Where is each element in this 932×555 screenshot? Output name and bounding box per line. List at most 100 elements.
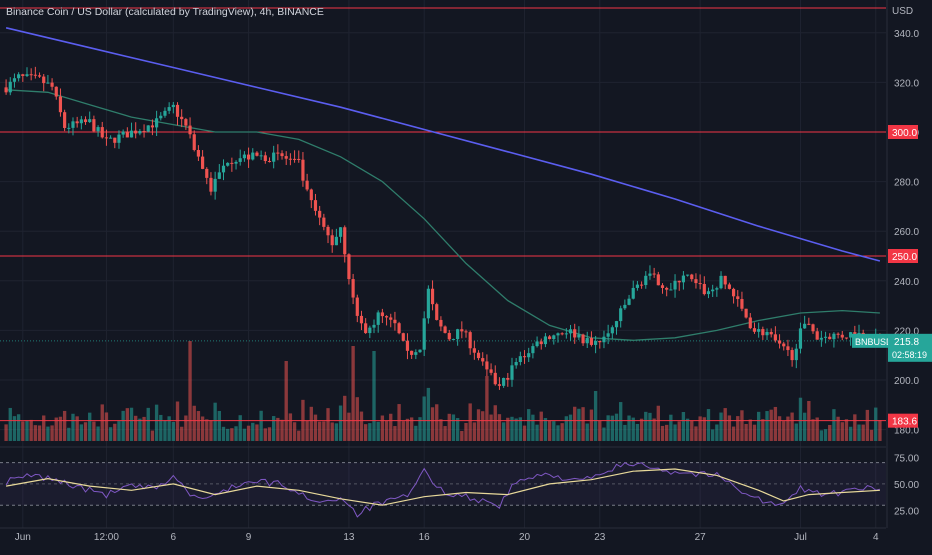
candle-body-147: [619, 308, 623, 322]
volume-bar-95: [401, 421, 405, 441]
volume-bar-203: [853, 414, 857, 441]
candle-body-110: [464, 331, 468, 333]
candle-body-46: [196, 149, 201, 157]
candle-body-70: [297, 158, 301, 160]
candle-body-77: [326, 226, 330, 236]
candle-body-103: [435, 304, 439, 320]
candle-body-155: [652, 273, 656, 275]
axes: USD 340.0 320.0 300.0 280.0 260.0 240.0 220.0 20…: [15, 0, 919, 543]
candle-body-1: [8, 81, 12, 93]
volume-bar-73: [309, 406, 313, 441]
volume-bar-67: [284, 361, 288, 441]
volume-bar-85: [359, 411, 364, 441]
volume-bar-61: [259, 410, 263, 441]
candle-body-161: [677, 280, 681, 283]
volume-bar-180: [756, 411, 761, 441]
candle-body-79: [334, 236, 338, 246]
candle-body-140: [589, 338, 594, 345]
volume-bar-78: [330, 422, 334, 441]
candle-body-56: [238, 158, 242, 162]
volume-bar-101: [426, 387, 431, 441]
volume-bar-22: [96, 426, 100, 441]
candle-body-51: [217, 172, 221, 179]
candle-body-8: [37, 75, 42, 77]
candle-body-109: [460, 329, 464, 332]
volume-bar-14: [62, 410, 67, 441]
volume-bar-164: [690, 420, 694, 441]
candle-body-162: [681, 275, 685, 283]
volume-bar-68: [288, 413, 293, 441]
candle-body-0: [4, 87, 8, 93]
candle-body-133: [560, 333, 564, 335]
candle-body-105: [443, 326, 447, 333]
level-label-bg-2: [888, 249, 918, 263]
volume-bar-185: [777, 416, 782, 441]
candle-body-201: [844, 337, 849, 339]
volume-bar-17: [75, 416, 79, 441]
candle-body-134: [564, 333, 568, 335]
volume-bar-177: [744, 423, 748, 441]
candle-body-156: [656, 274, 660, 286]
volume-bar-196: [823, 429, 828, 441]
volume-bar-197: [828, 424, 832, 441]
volume-bar-91: [384, 420, 389, 441]
volume-bar-107: [451, 414, 456, 441]
volume-bar-47: [200, 416, 205, 441]
volume-bar-32: [138, 418, 142, 441]
volume-bar-131: [552, 421, 556, 441]
candle-body-132: [556, 333, 560, 336]
candle-body-93: [393, 319, 397, 324]
volume-bar-125: [527, 409, 531, 441]
volume-bar-20: [88, 412, 92, 441]
volume-bar-158: [665, 424, 669, 441]
volume-bar-188: [790, 412, 794, 441]
volume-bar-182: [765, 411, 769, 441]
volume-bar-38: [163, 420, 167, 441]
volume-bar-144: [606, 415, 610, 441]
candle-body-44: [188, 125, 192, 135]
price-labels: 300.0 250.0 183.6 BNBUSD 215.8 02:58:19: [852, 125, 932, 428]
volume-bar-128: [539, 411, 543, 441]
volume-bar-103: [435, 404, 439, 441]
candle-body-153: [644, 275, 648, 286]
candle-body-160: [673, 280, 677, 290]
volume-bar-122: [514, 418, 518, 441]
volume-bar-43: [184, 415, 188, 441]
candle-body-159: [669, 289, 673, 291]
volume-bar-18: [79, 424, 84, 441]
candle-body-128: [539, 341, 543, 345]
volume-bar-80: [338, 405, 343, 441]
volume-bar-44: [188, 341, 192, 441]
volume-bar-118: [497, 414, 502, 441]
candle-body-12: [54, 86, 58, 97]
candle-body-71: [301, 159, 305, 181]
volume-bar-194: [815, 417, 819, 441]
volume-bar-35: [150, 430, 155, 441]
volume-bar-82: [347, 412, 351, 441]
volume-bar-148: [623, 424, 627, 441]
volume-bar-147: [619, 402, 623, 441]
candle-body-129: [543, 336, 548, 345]
candles: [4, 66, 882, 390]
candle-body-73: [309, 189, 313, 201]
candle-body-83: [351, 279, 355, 298]
volume-bar-140: [589, 409, 594, 441]
candle-body-53: [226, 162, 230, 166]
candle-body-78: [330, 235, 334, 246]
candle-body-72: [305, 180, 309, 190]
volume-bar-70: [297, 430, 301, 441]
volume-bar-153: [644, 411, 648, 441]
volume-bar-66: [280, 419, 284, 441]
volume-bar-146: [614, 413, 619, 441]
candle-body-173: [727, 284, 731, 289]
candle-body-137: [577, 334, 581, 338]
volume-bar-129: [543, 418, 548, 441]
volume-bar-163: [685, 418, 690, 441]
volume-bar-3: [16, 414, 21, 441]
candle-body-114: [481, 358, 485, 362]
volume-bar-199: [836, 416, 840, 441]
candle-body-47: [201, 156, 205, 169]
candle-body-19: [83, 119, 88, 123]
